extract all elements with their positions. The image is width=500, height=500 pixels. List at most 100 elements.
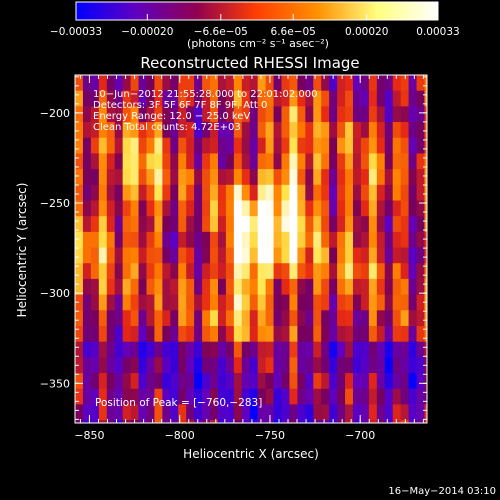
heatmap-cell bbox=[122, 169, 132, 186]
heatmap-cell bbox=[265, 184, 275, 202]
heatmap-cell bbox=[305, 231, 314, 249]
heatmap-cell bbox=[170, 90, 179, 107]
heatmap-cell bbox=[130, 247, 140, 264]
x-tick-label: −700 bbox=[345, 429, 375, 442]
heatmap-cell bbox=[233, 216, 243, 233]
heatmap-cell bbox=[289, 310, 298, 327]
heatmap-cell bbox=[392, 90, 402, 107]
heatmap-cell bbox=[186, 137, 195, 155]
heatmap-cell bbox=[106, 122, 116, 139]
heatmap-cell bbox=[106, 373, 116, 390]
heatmap-cell bbox=[337, 184, 346, 202]
heatmap-cell bbox=[392, 231, 402, 249]
heatmap-cell bbox=[352, 231, 362, 249]
heatmap-cell bbox=[265, 231, 275, 249]
heatmap-cell bbox=[130, 200, 140, 217]
heatmap-cell bbox=[337, 388, 346, 406]
heatmap-cell bbox=[360, 310, 370, 327]
heatmap-cell bbox=[329, 184, 338, 202]
heatmap-cell bbox=[217, 137, 227, 155]
heatmap-cell bbox=[392, 200, 402, 217]
axis-ticks: −850 −800 −750 −700 −200 −250 −300 −350 bbox=[40, 75, 427, 442]
heatmap-cell bbox=[114, 263, 124, 280]
heatmap-cell bbox=[146, 184, 156, 202]
heatmap-cell bbox=[400, 153, 410, 170]
heatmap-cell bbox=[305, 106, 314, 123]
heatmap-cell bbox=[241, 420, 251, 423]
heatmap-cell bbox=[202, 90, 211, 107]
heatmap-cell bbox=[305, 137, 314, 155]
heatmap-cell bbox=[202, 153, 211, 170]
heatmap-cell bbox=[408, 106, 418, 123]
heatmap-cell bbox=[257, 388, 267, 406]
heatmap-cell bbox=[90, 357, 100, 374]
colorbar-tick-label: 0.00020 bbox=[345, 26, 388, 38]
heatmap-cell bbox=[106, 106, 116, 123]
heatmap-cell bbox=[178, 388, 187, 406]
heatmap-cell bbox=[297, 263, 306, 280]
heatmap-cell bbox=[289, 278, 298, 296]
heatmap-cell bbox=[281, 137, 291, 155]
heatmap-cell bbox=[186, 90, 195, 107]
heatmap-cell bbox=[257, 310, 267, 327]
heatmap-cell bbox=[352, 153, 362, 170]
heatmap-cell bbox=[337, 75, 346, 92]
heatmap-cell bbox=[122, 247, 132, 264]
heatmap-cell bbox=[400, 278, 410, 296]
heatmap-cell bbox=[106, 388, 116, 406]
heatmap-cell bbox=[337, 325, 346, 343]
heatmap-cell bbox=[368, 420, 378, 423]
heatmap-cell bbox=[281, 231, 291, 249]
heatmap-cell bbox=[178, 404, 187, 421]
heatmap-cell bbox=[273, 231, 283, 249]
heatmap-cell bbox=[210, 153, 219, 170]
heatmap-cell bbox=[233, 231, 243, 249]
heatmap-cell bbox=[281, 404, 291, 421]
heatmap-cell bbox=[321, 216, 330, 233]
heatmap-cell bbox=[75, 310, 84, 327]
heatmap-cell bbox=[416, 247, 426, 264]
heatmap-cell bbox=[265, 75, 275, 92]
heatmap-cell bbox=[337, 122, 346, 139]
heatmap-cell bbox=[289, 247, 298, 264]
heatmap-cell bbox=[241, 169, 251, 186]
heatmap-cell bbox=[114, 153, 124, 170]
heatmap-cell bbox=[273, 278, 283, 296]
heatmap-cell bbox=[249, 247, 259, 264]
heatmap-cell bbox=[329, 310, 338, 327]
heatmap-cell bbox=[225, 263, 235, 280]
heatmap-cell bbox=[178, 325, 187, 343]
heatmap-cell bbox=[178, 310, 187, 327]
heatmap-cell bbox=[392, 404, 402, 421]
heatmap-cell bbox=[170, 294, 179, 311]
heatmap-cell bbox=[146, 388, 156, 406]
heatmap-cell bbox=[186, 216, 195, 233]
heatmap-cell bbox=[233, 247, 243, 264]
heatmap-cell bbox=[82, 373, 92, 390]
heatmap-cell bbox=[138, 231, 148, 249]
heatmap-cell bbox=[122, 90, 132, 107]
heatmap-cell bbox=[345, 137, 354, 155]
heatmap-cell bbox=[352, 169, 362, 186]
heatmap-cell bbox=[376, 420, 386, 423]
heatmap-cell bbox=[400, 341, 410, 358]
heatmap-cell bbox=[408, 263, 418, 280]
plot-frame bbox=[74, 74, 428, 424]
heatmap-cell bbox=[360, 137, 370, 155]
heatmap-cell bbox=[321, 325, 330, 343]
heatmap-cell bbox=[384, 420, 394, 423]
heatmap-cell bbox=[122, 325, 132, 343]
heatmap-cell bbox=[281, 263, 291, 280]
heatmap-cell bbox=[154, 310, 163, 327]
heatmap-cell bbox=[376, 75, 386, 92]
heatmap-cell bbox=[313, 341, 322, 358]
heatmap-cell bbox=[233, 420, 243, 423]
heatmap-cell bbox=[217, 294, 227, 311]
heatmap-cell bbox=[138, 310, 148, 327]
heatmap-cell bbox=[75, 263, 84, 280]
heatmap-cell bbox=[289, 75, 298, 92]
heatmap-cell bbox=[360, 373, 370, 390]
heatmap-cell bbox=[186, 325, 195, 343]
heatmap-cell bbox=[154, 137, 163, 155]
heatmap-cell bbox=[273, 153, 283, 170]
